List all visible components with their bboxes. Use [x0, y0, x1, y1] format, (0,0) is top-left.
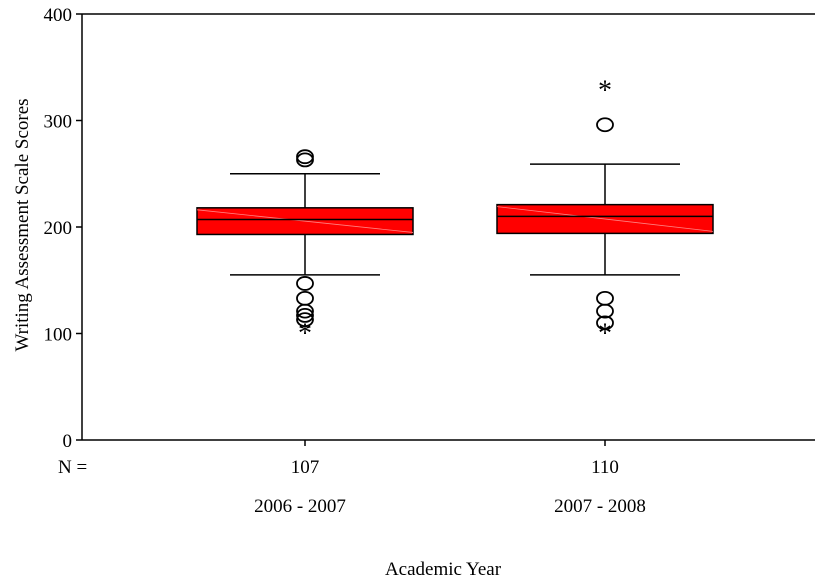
- extreme-point: *: [298, 318, 312, 349]
- y-tick-label: 200: [44, 218, 73, 239]
- outlier-point: [297, 292, 313, 305]
- n-value-label: 107: [291, 457, 320, 478]
- extreme-point: *: [598, 318, 612, 349]
- extreme-point: *: [598, 75, 612, 106]
- outlier-point: [297, 153, 313, 166]
- y-axis-label: Writing Assessment Scale Scores: [12, 98, 33, 351]
- outlier-point: [597, 292, 613, 305]
- n-value-label: 110: [591, 457, 619, 478]
- y-tick-label: 300: [44, 112, 73, 133]
- plot-area: 0 100 200 300 400 107 2006 - 2007 * 110 2007 - 20…: [44, 5, 815, 517]
- category-label: 2006 - 2007: [254, 496, 346, 517]
- y-tick-label: 0: [63, 431, 73, 452]
- outlier-point: [597, 118, 613, 131]
- y-tick-label: 400: [44, 5, 73, 26]
- y-tick-label: 100: [44, 325, 73, 346]
- category-label: 2007 - 2008: [554, 496, 646, 517]
- outlier-point: [297, 150, 313, 163]
- outlier-point: [297, 277, 313, 290]
- x-axis-label: Academic Year: [385, 559, 502, 577]
- n-label: N =: [58, 457, 87, 478]
